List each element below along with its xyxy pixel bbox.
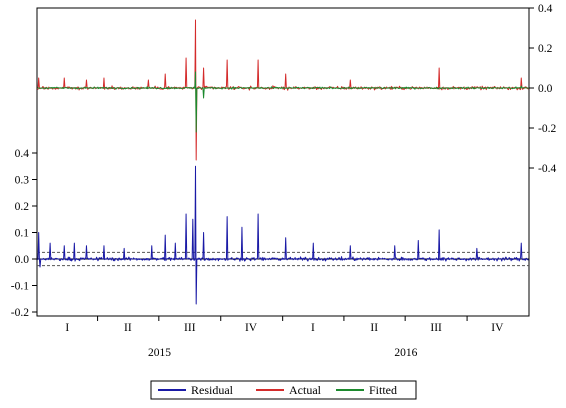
x-axis-year-label: 2016 — [394, 347, 417, 359]
x-axis-year-label: 2015 — [148, 347, 171, 359]
left-axis-tick-label: -0.1 — [11, 281, 29, 293]
x-axis-quarter-label: III — [184, 322, 196, 334]
right-y-axis: 0.4 0.2 0.0 -0.2 -0.4 — [529, 3, 556, 175]
legend-label-residual: Residual — [191, 383, 234, 397]
left-axis-tick-label: 0.2 — [15, 201, 30, 213]
left-axis-tick-label: 0.1 — [15, 228, 30, 240]
plot-frame — [36, 7, 530, 317]
right-axis-tick-label: 0.0 — [538, 83, 553, 95]
x-axis-quarter-label: I — [65, 322, 69, 334]
x-axis-quarter-label: II — [370, 322, 378, 334]
x-axis-quarter-label: IV — [491, 322, 504, 334]
series-layer — [36, 19, 530, 305]
x-axis-quarter-label: II — [124, 322, 132, 334]
x-axis-quarter-label: I — [311, 322, 315, 334]
left-y-axis: 0.4 0.3 0.2 0.1 0.0 -0.1 -0.2 — [11, 148, 37, 319]
left-axis-tick-label: 0.0 — [15, 254, 30, 266]
x-axis-quarter-label: IV — [245, 322, 258, 334]
legend-label-actual: Actual — [289, 383, 322, 397]
series-line-actual — [36, 19, 530, 161]
legend: Residual Actual Fitted — [150, 380, 417, 400]
x-axis-quarter-label: III — [430, 322, 442, 334]
left-axis-tick-label: -0.2 — [11, 307, 29, 319]
series-line-residual — [36, 165, 529, 305]
left-axis-tick-label: 0.3 — [15, 175, 30, 187]
left-axis-tick-label: 0.4 — [15, 148, 30, 160]
legend-label-fitted: Fitted — [369, 383, 397, 397]
right-axis-tick-label: 0.2 — [538, 43, 553, 55]
right-axis-tick-label: 0.4 — [538, 3, 553, 15]
right-axis-tick-label: -0.2 — [538, 123, 556, 135]
right-axis-tick-label: -0.4 — [538, 163, 556, 175]
series-line-fitted — [37, 71, 529, 133]
